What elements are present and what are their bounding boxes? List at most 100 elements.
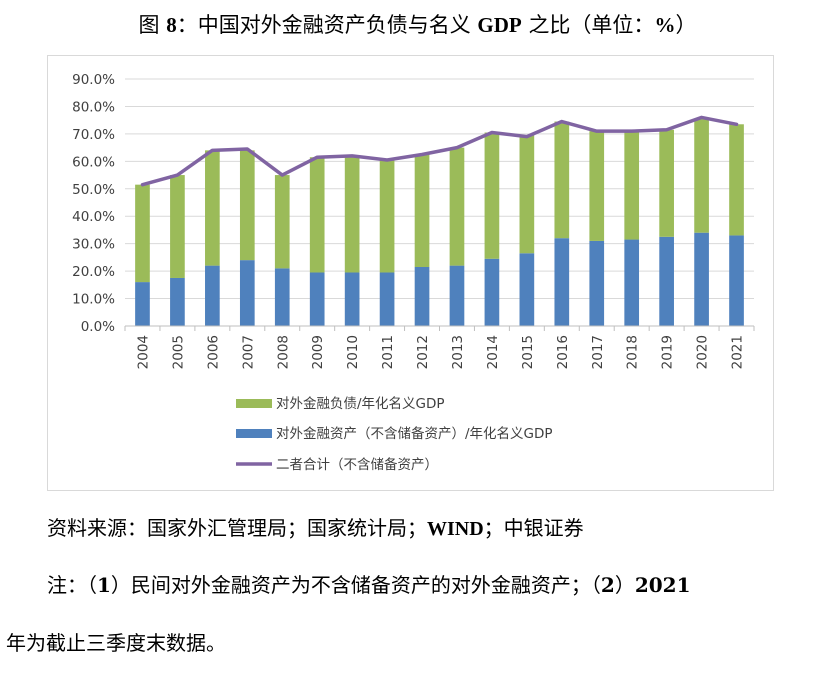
legend-label: 二者合计（不含储备资产） [276,456,438,473]
x-tick-label: 2014 [485,335,501,369]
y-tick-label: 60.0% [72,154,115,170]
source-text-1: 资料来源：国家外汇管理局；国家统计局； [47,516,427,540]
bar-liabilities [135,184,150,283]
y-axis-ticks: 0.0% 10.0% 20.0% 30.0% 40.0% 50.0% 60.0% 70.0% 8… [72,72,115,335]
bar-liabilities [239,150,255,261]
x-axis-ticks: 2004 2005 2006 2007 2008 2009 2010 2011 2012 2013… [135,335,745,369]
bar-assets [694,232,709,326]
x-tick-label: 2018 [625,335,641,369]
bar-liabilities [589,131,605,241]
x-tick-label: 2013 [450,335,466,369]
bar-liabilities [554,121,570,239]
x-tick-label: 2005 [170,335,186,369]
note-year: 2021 [634,573,691,597]
source-text-2: ；中银证券 [483,516,584,540]
legend: 对外金融负债/年化名义GDP 对外金融资产（不含储备资产）/年化名义GDP 二者合计… [236,396,553,473]
bar-liabilities [694,118,709,233]
x-tick-label: 2012 [415,335,431,369]
bar-liabilities [729,124,744,236]
source-note: 资料来源：国家外汇管理局；国家统计局；WIND；中银证券 [47,513,584,544]
title-number: 8 [166,13,177,37]
x-tick-label: 2004 [135,335,151,369]
bar-assets [205,265,220,326]
bar-assets [344,272,360,326]
bar-liabilities [344,155,360,273]
y-tick-label: 40.0% [72,209,115,225]
bar-assets [624,239,640,326]
bar-liabilities [309,157,325,273]
bar-assets [519,253,535,326]
legend-swatch [236,399,272,408]
bar-assets [554,238,570,326]
x-tick-label: 2016 [555,335,571,369]
title-text: ：中国对外金融资产负债与名义 [176,13,471,37]
legend-swatch [236,429,272,438]
note-line-1: 注：（1）民间对外金融资产为不含储备资产的对外金融资产；（2）2021 [47,570,691,600]
x-tick-label: 2008 [275,335,291,369]
y-tick-label: 10.0% [72,292,115,308]
bar-assets [484,258,500,326]
bar-liabilities [414,154,430,267]
bar-assets [589,240,605,326]
bar-assets [659,236,674,326]
title-close: ） [675,13,697,37]
y-tick-label: 80.0% [72,99,115,115]
x-tick-label: 2015 [520,335,536,369]
x-axis [124,325,755,331]
bar-assets [414,266,430,326]
y-tick-label: 0.0% [81,319,115,335]
bar-liabilities [379,159,395,273]
note-line-2-text: 年为截止三季度末数据。 [6,631,226,655]
bar-liabilities [274,175,290,269]
legend-label: 对外金融资产（不含储备资产）/年化名义GDP [276,425,553,442]
note-part-b: ）民间对外金融资产为不含储备资产的对外金融资产；（ [110,573,601,597]
bar-liabilities [449,147,465,266]
x-tick-label: 2007 [240,335,256,369]
note-part-c: ） [614,573,635,597]
bar-assets [170,277,185,326]
bar-liabilities [205,150,220,266]
bar-assets [729,235,744,326]
y-tick-label: 30.0% [72,237,115,253]
legend-label: 对外金融负债/年化名义GDP [276,396,445,412]
note-part-a: 注：（ [47,573,97,597]
y-tick-label: 50.0% [72,182,115,198]
note-line-2: 年为截止三季度末数据。 [6,628,226,658]
line-total [140,115,739,187]
x-tick-label: 2021 [730,335,746,369]
bar-liabilities [624,131,640,240]
bar-assets [309,272,325,326]
total-line [140,115,739,187]
bar-liabilities [519,135,535,254]
x-tick-label: 2006 [205,335,221,369]
x-tick-label: 2011 [380,335,396,369]
bar-assets [379,272,395,326]
note-num-2: 2 [600,573,615,597]
title-suffix: 之比（单位： [528,13,655,37]
bar-assets [135,282,150,326]
bar-assets [449,265,465,326]
bar-liabilities [659,129,674,237]
chart-frame [47,55,774,491]
source-wind: WIND [427,518,484,540]
bars [135,118,744,326]
y-tick-label: 20.0% [72,264,115,280]
bar-liabilities [484,132,500,259]
title-percent: % [654,13,676,37]
y-tick-label: 90.0% [72,72,115,88]
x-tick-label: 2009 [310,335,326,369]
chart-title: 图 8：中国对外金融资产负债与名义 GDP 之比（单位：%） [0,10,835,40]
bar-assets [274,268,290,326]
x-tick-label: 2010 [345,335,361,369]
note-num-1: 1 [97,573,111,597]
y-tick-label: 70.0% [72,127,115,143]
x-tick-label: 2019 [660,335,676,369]
title-gdp: GDP [477,13,522,37]
bar-liabilities [170,175,185,278]
x-tick-label: 2020 [695,335,711,369]
x-tick-label: 2017 [590,335,606,369]
bar-assets [239,260,255,326]
title-prefix: 图 [138,13,160,37]
gridlines [125,78,754,300]
